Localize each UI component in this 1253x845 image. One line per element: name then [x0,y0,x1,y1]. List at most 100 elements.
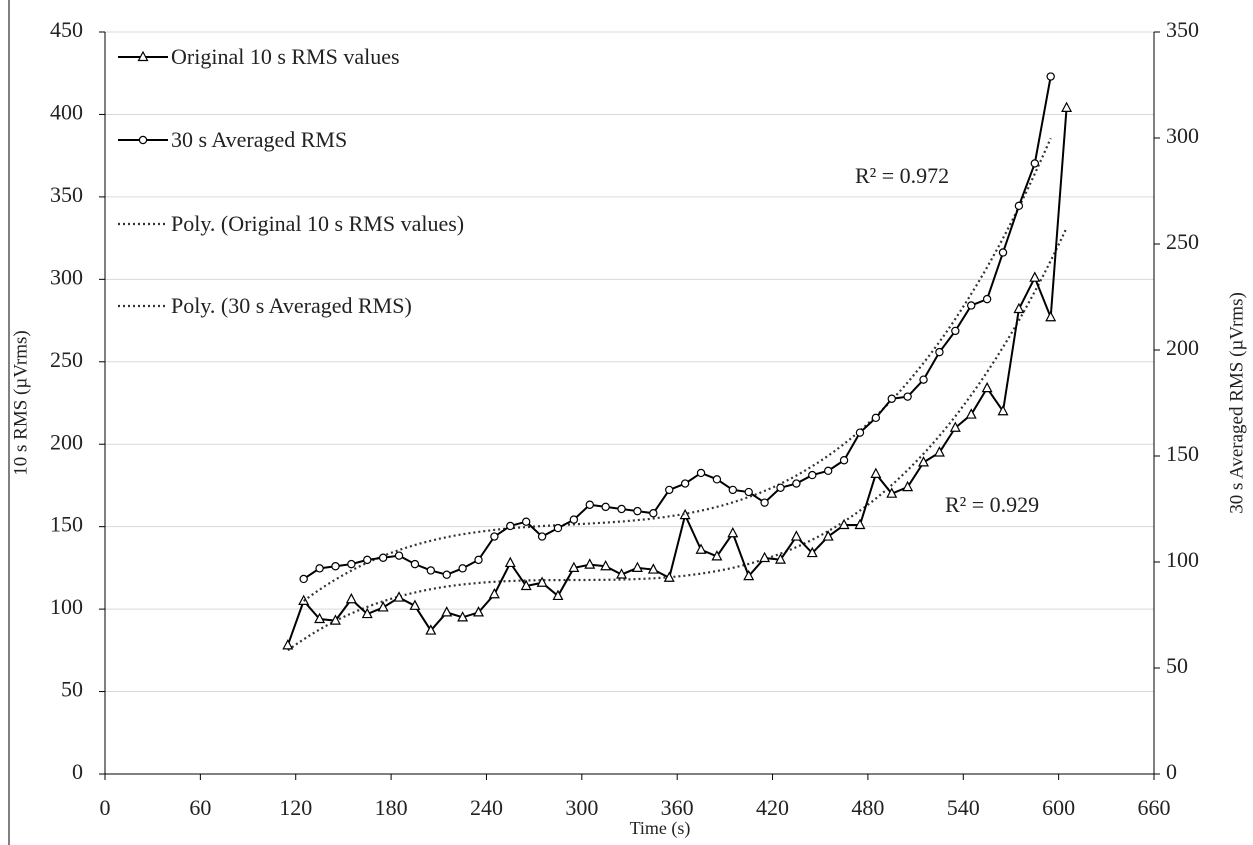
marker [536,576,548,587]
marker [728,485,738,495]
marker [568,561,580,572]
marker [870,467,882,479]
marker [997,404,1009,416]
marker [680,479,690,488]
legend-label: Original 10 s RMS values [171,44,400,69]
marker [616,568,628,579]
marker [981,381,993,393]
y2-tick-label: 200 [1166,335,1199,360]
marker [774,553,786,564]
marker [759,551,771,563]
marker [918,456,930,467]
marker [886,487,898,498]
marker [965,408,977,419]
marker [521,517,531,526]
x-tick-label: 240 [470,795,503,820]
marker [806,546,818,558]
legend-label: Poly. (Original 10 s RMS values) [171,211,465,236]
marker [949,421,961,432]
marker [585,500,594,509]
marker [855,428,865,437]
x-tick-label: 540 [947,795,980,820]
marker [631,561,643,572]
marker [665,485,674,495]
marker [998,248,1008,257]
marker [363,555,372,565]
x-tick-label: 420 [756,795,789,820]
marker [744,487,753,497]
marker [871,413,881,423]
y-tick-label: 250 [50,347,83,372]
marker [649,509,658,518]
x-tick-label: 600 [1042,795,1075,820]
y2-tick-label: 50 [1166,653,1188,678]
trendline [287,227,1068,652]
x-tick-label: 60 [189,795,211,820]
x-tick-label: 360 [661,795,694,820]
legend-label: Poly. (30 s Averaged RMS) [171,293,412,318]
marker [822,530,834,541]
marker [743,569,755,581]
marker [458,564,467,573]
marker [394,551,404,560]
marker [1029,271,1041,282]
marker [425,624,437,635]
marker [474,555,483,565]
marker [377,601,389,612]
marker [426,566,436,575]
x-axis-label: Time (s) [630,818,691,839]
x-tick-label: 300 [565,795,598,820]
y-tick-label: 300 [50,264,83,289]
marker [457,611,469,622]
legend-marker [138,135,148,145]
marker [361,607,373,619]
marker [1030,159,1039,168]
y2-tick-label: 100 [1166,547,1199,572]
marker [1045,310,1057,322]
y2-axis-label: 30 s Averaged RMS (µVrms) [1226,292,1247,514]
marker [935,347,944,357]
marker [1014,201,1024,211]
marker [933,446,945,457]
marker [854,518,866,530]
legend-marker [137,50,149,62]
marker [520,579,532,591]
marker [839,456,849,465]
marker [601,502,610,512]
marker [808,470,817,480]
marker [663,571,675,582]
marker [838,518,850,530]
marker [712,475,722,484]
marker [647,563,659,574]
marker [919,375,928,384]
y2-tick-label: 0 [1166,759,1177,784]
trend-annotation: R² = 0.972 [855,163,949,188]
marker [345,592,357,604]
marker [679,508,691,520]
trend-annotation: R² = 0.929 [945,492,1039,517]
series-line [286,107,1068,646]
marker [314,612,326,624]
marker [506,521,515,531]
y-tick-label: 350 [50,182,83,207]
marker [633,506,642,516]
marker [727,526,739,538]
x-tick-label: 660 [1138,795,1171,820]
marker [695,543,707,554]
marker [823,466,833,476]
marker [792,479,801,488]
y-tick-label: 200 [50,429,83,454]
y-axis-label: 10 s RMS (µVrms) [10,330,31,475]
y-tick-label: 50 [61,677,83,702]
marker [1046,72,1055,81]
marker [393,591,405,602]
marker [600,559,612,571]
y2-tick-label: 250 [1166,229,1199,254]
marker [473,606,485,617]
y-tick-label: 400 [50,99,83,124]
marker [441,606,453,617]
marker [488,587,500,599]
marker [490,532,499,541]
